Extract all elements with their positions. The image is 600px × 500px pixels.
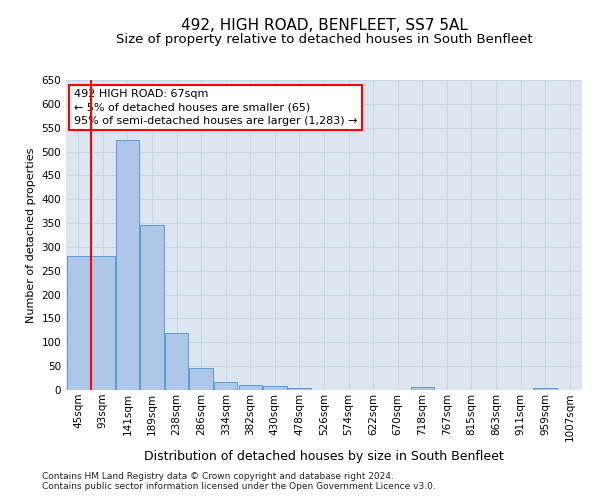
- Text: 492, HIGH ROAD, BENFLEET, SS7 5AL: 492, HIGH ROAD, BENFLEET, SS7 5AL: [181, 18, 467, 32]
- Text: Contains HM Land Registry data © Crown copyright and database right 2024.: Contains HM Land Registry data © Crown c…: [42, 472, 394, 481]
- Bar: [67, 256, 90, 390]
- Bar: [91, 256, 115, 390]
- Text: Size of property relative to detached houses in South Benfleet: Size of property relative to detached ho…: [116, 32, 532, 46]
- Text: 492 HIGH ROAD: 67sqm
← 5% of detached houses are smaller (65)
95% of semi-detach: 492 HIGH ROAD: 67sqm ← 5% of detached ho…: [74, 90, 357, 126]
- Bar: [239, 385, 262, 390]
- Y-axis label: Number of detached properties: Number of detached properties: [26, 148, 36, 322]
- Bar: [165, 333, 188, 390]
- Bar: [410, 386, 434, 390]
- Bar: [533, 388, 557, 390]
- Bar: [140, 226, 164, 390]
- X-axis label: Distribution of detached houses by size in South Benfleet: Distribution of detached houses by size …: [144, 450, 504, 462]
- Bar: [288, 388, 311, 390]
- Bar: [263, 386, 287, 390]
- Bar: [190, 368, 213, 390]
- Text: Contains public sector information licensed under the Open Government Licence v3: Contains public sector information licen…: [42, 482, 436, 491]
- Bar: [116, 140, 139, 390]
- Bar: [214, 382, 238, 390]
